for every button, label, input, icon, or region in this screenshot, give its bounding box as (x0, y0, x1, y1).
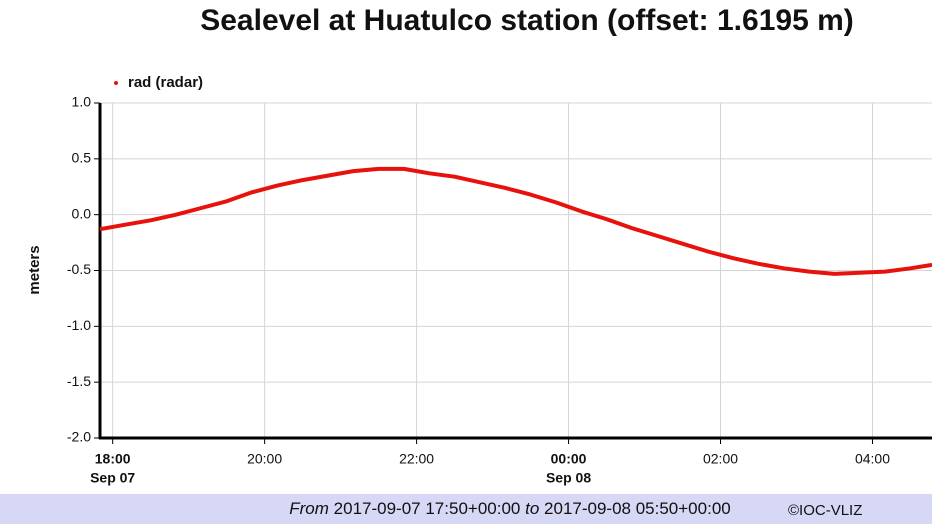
footer-start: 2017-09-07 17:50+00:00 (334, 499, 521, 518)
footer-credit: ©IOC-VLIZ (788, 502, 862, 519)
x-date-label: Sep 08 (546, 470, 591, 486)
x-tick-label: 22:00 (399, 451, 434, 467)
y-axis-label: meters (26, 245, 43, 294)
y-tick-label: -2.0 (67, 429, 91, 445)
footer-end: 2017-09-08 05:50+00:00 (544, 499, 731, 518)
x-tick-label: 02:00 (703, 451, 738, 467)
y-tick-label: -0.5 (67, 261, 91, 277)
x-tick-label: 18:00 (95, 451, 131, 467)
chart-title: Sealevel at Huatulco station (offset: 1.… (200, 4, 854, 37)
legend-label: rad (radar) (128, 74, 203, 91)
y-tick-label: -1.5 (67, 373, 91, 389)
footer-from: From (289, 499, 329, 518)
footer-band (0, 494, 932, 524)
x-tick-label: 04:00 (855, 451, 890, 467)
y-tick-label: 0.0 (72, 205, 92, 221)
x-tick-label: 20:00 (247, 451, 282, 467)
y-tick-label: 0.5 (72, 150, 92, 166)
legend-marker (114, 81, 118, 85)
footer-to: to (525, 499, 539, 518)
y-tick-label: 1.0 (72, 94, 92, 110)
x-date-label: Sep 07 (90, 470, 135, 486)
x-tick-label: 00:00 (551, 451, 587, 467)
series-line (99, 166, 932, 276)
footer-range: From 2017-09-07 17:50+00:00 to 2017-09-0… (289, 499, 730, 518)
y-tick-label: -1.0 (67, 317, 91, 333)
